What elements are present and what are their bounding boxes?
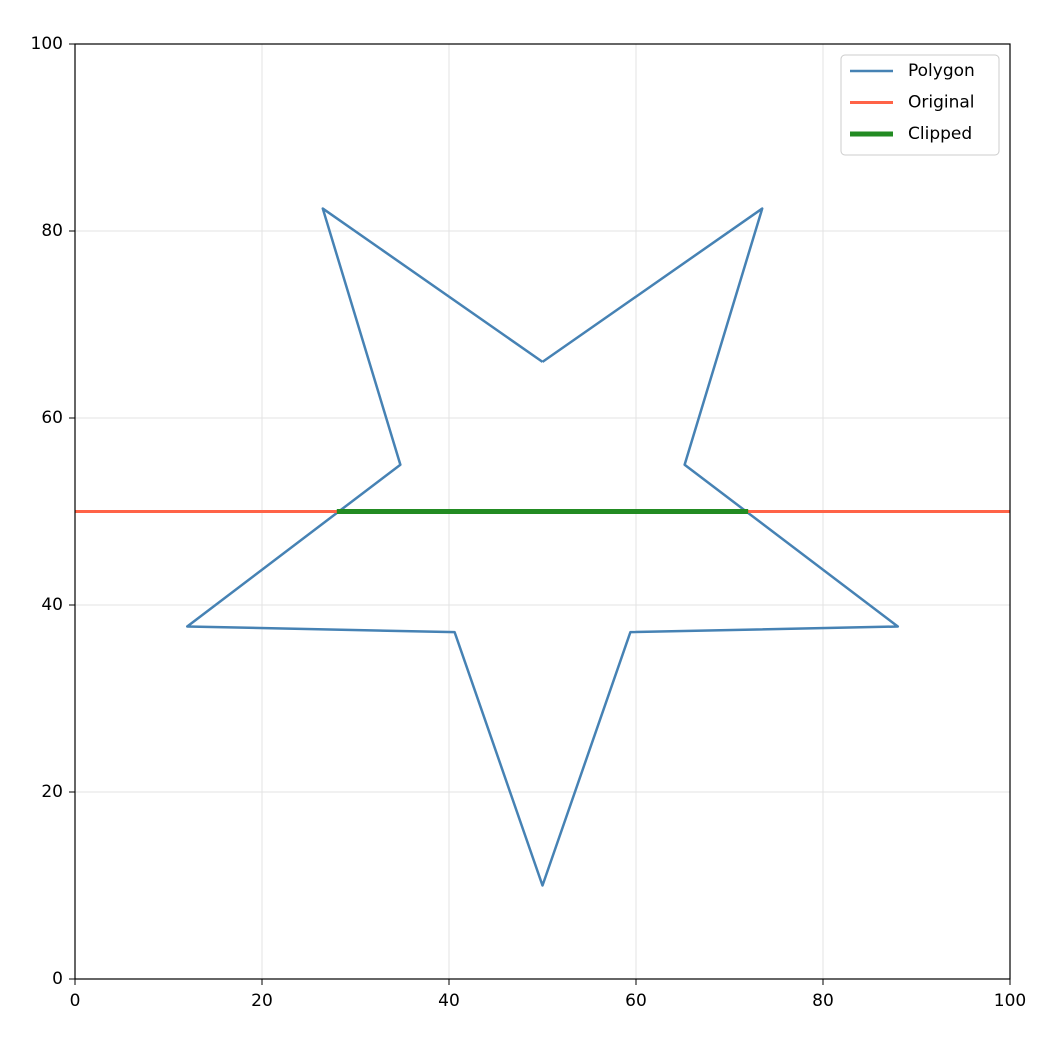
x-tick-label: 80 [812, 991, 834, 1011]
legend-label: Clipped [908, 124, 972, 144]
y-tick-label: 100 [31, 34, 63, 54]
y-tick-label: 20 [41, 782, 63, 802]
series-line [185, 207, 900, 887]
y-tick-label: 80 [41, 221, 63, 241]
x-tick-label: 20 [251, 991, 273, 1011]
x-tick-label: 0 [70, 991, 81, 1011]
x-tick-label: 40 [438, 991, 460, 1011]
plot-frame [74, 43, 1011, 980]
legend-label: Original [908, 93, 975, 113]
y-tick-label: 60 [41, 408, 63, 428]
legend-box [840, 54, 1000, 156]
x-tick-label: 100 [994, 991, 1026, 1011]
x-tick-label: 60 [625, 991, 647, 1011]
legend-label: Polygon [908, 61, 975, 81]
y-tick-label: 40 [41, 595, 63, 615]
y-tick-label: 0 [52, 969, 63, 989]
legend: Polygon Original Clipped [840, 54, 1000, 156]
